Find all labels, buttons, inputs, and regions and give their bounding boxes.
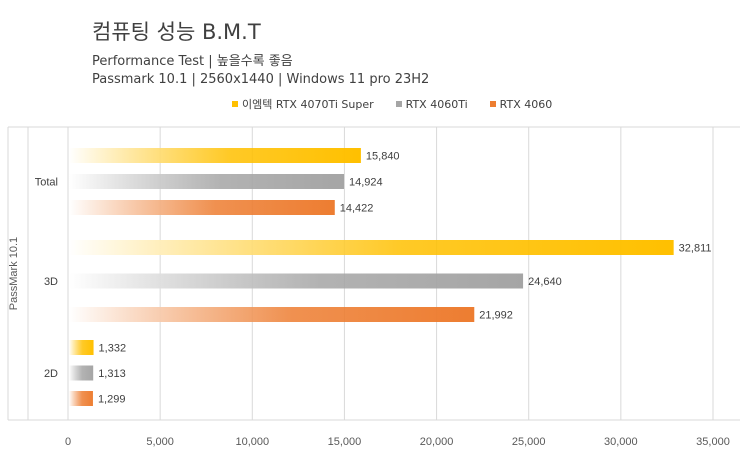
data-label: 1,313: [98, 368, 126, 380]
legend-item-series-3: RTX 4060: [489, 96, 553, 112]
chart-subtitle-line-1: Performance Test | 높을수록 좋음: [92, 54, 293, 69]
legend-item-series-1: 이엠텍 RTX 4070Ti Super: [232, 96, 374, 112]
x-tick-label: 15,000: [328, 436, 362, 448]
bar: [69, 391, 93, 406]
legend-label-series-3: RTX 4060: [499, 97, 553, 111]
legend-label-series-2: RTX 4060Ti: [405, 97, 468, 111]
x-tick-label: 10,000: [235, 436, 269, 448]
bar: [69, 365, 94, 381]
x-tick-label: 25,000: [512, 436, 546, 448]
x-tick-label: 5,000: [146, 436, 174, 448]
chart-title: 컴퓨팅 성능 B.M.T: [92, 20, 261, 44]
bar: [69, 240, 674, 255]
category-label: Total: [35, 177, 58, 189]
x-tick-label: 30,000: [604, 436, 638, 448]
chart-subtitle-line-2: Passmark 10.1 | 2560x1440 | Windows 11 p…: [92, 72, 430, 87]
data-label: 14,924: [349, 177, 383, 189]
chart-legend: 이엠텍 RTX 4070Ti Super RTX 4060Ti RTX 4060: [232, 96, 552, 112]
data-label: 1,299: [98, 394, 126, 406]
legend-swatch-series-2: [395, 101, 402, 107]
x-tick-label: 0: [65, 436, 71, 448]
data-label: 14,422: [340, 203, 374, 215]
data-label: 1,332: [99, 343, 127, 355]
bar: [69, 200, 335, 215]
x-tick-label: 35,000: [696, 436, 730, 448]
category-label: 2D: [44, 368, 58, 380]
legend-label-series-1: 이엠텍 RTX 4070Ti Super: [242, 98, 374, 111]
legend-swatch-series-3: [489, 101, 496, 107]
data-label: 32,811: [679, 243, 712, 255]
bar: [69, 307, 475, 322]
bar: [69, 174, 345, 189]
data-label: 15,840: [366, 151, 400, 163]
bar: [69, 273, 524, 289]
category-label: 3D: [44, 276, 58, 288]
data-label: 21,992: [479, 310, 513, 322]
x-tick-label: 20,000: [420, 436, 454, 448]
legend-swatch-series-1: [232, 101, 238, 107]
data-label: 24,640: [528, 276, 562, 288]
legend-item-series-2: RTX 4060Ti: [395, 96, 468, 112]
bar: [69, 340, 94, 355]
y-axis-label: PassMark 10.1: [8, 237, 20, 310]
bar: [69, 148, 361, 163]
